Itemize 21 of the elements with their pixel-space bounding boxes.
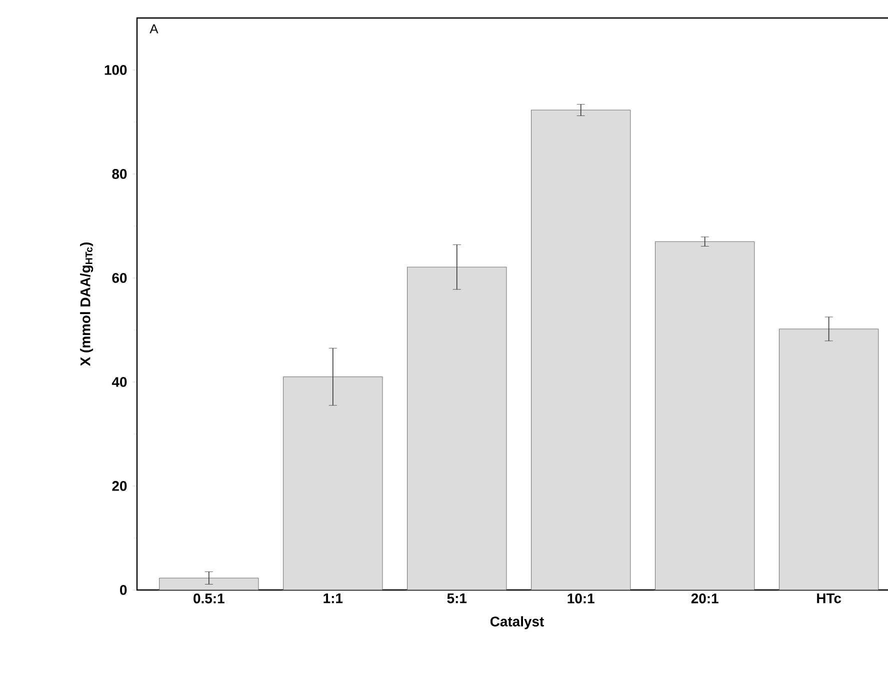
bar — [283, 376, 382, 590]
x-tick-label: 10:1 — [568, 593, 594, 604]
x-tick-label: 0.5:1 — [194, 593, 224, 604]
bar — [655, 242, 754, 590]
annotation: A — [150, 24, 158, 34]
y-tick-label: 40 — [112, 377, 127, 387]
bar — [159, 578, 259, 590]
y-tick-label: 80 — [112, 169, 127, 179]
x-tick-label: 5:1 — [447, 594, 467, 604]
x-axis-title: Catalyst — [490, 616, 544, 630]
y-tick-label: 60 — [112, 273, 127, 283]
y-axis-title: X (mmol DAA/g$_{HTc}$) — [80, 242, 94, 366]
x-tick-label: HTc — [817, 594, 842, 604]
x-tick-label: 1:1 — [324, 594, 343, 604]
bar — [407, 267, 506, 590]
bar — [531, 110, 630, 590]
bar — [779, 328, 879, 590]
y-tick-label: 100 — [104, 65, 127, 75]
x-tick-label: 20:1 — [691, 593, 718, 604]
y-tick-label: 20 — [112, 481, 127, 491]
y-tick-label: 0 — [120, 585, 127, 595]
